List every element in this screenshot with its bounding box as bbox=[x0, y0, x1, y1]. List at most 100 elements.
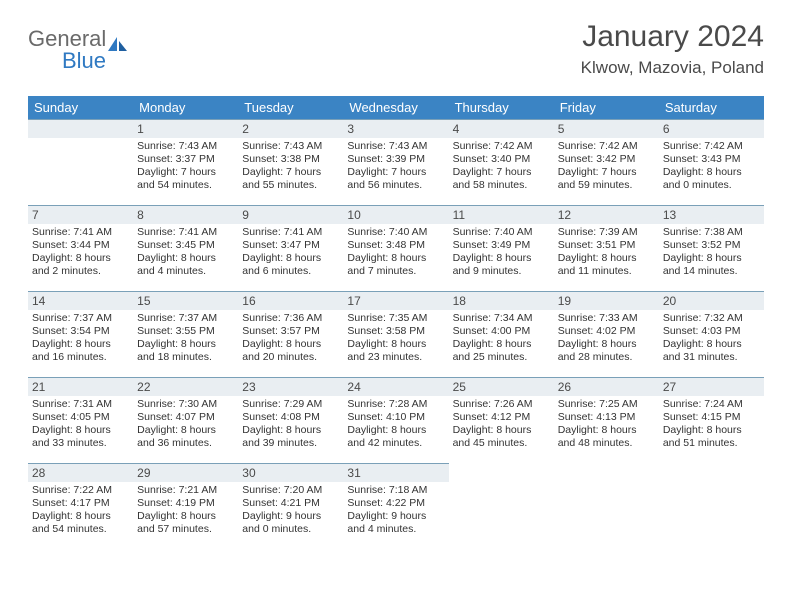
calendar-cell: 5Sunrise: 7:42 AMSunset: 3:42 PMDaylight… bbox=[554, 119, 659, 205]
sunset-text: Sunset: 3:48 PM bbox=[347, 239, 444, 252]
sunset-text: Sunset: 4:22 PM bbox=[347, 497, 444, 510]
daylight-text: Daylight: 8 hours and 28 minutes. bbox=[558, 338, 655, 364]
calendar-cell: 30Sunrise: 7:20 AMSunset: 4:21 PMDayligh… bbox=[238, 463, 343, 549]
daylight-text: Daylight: 7 hours and 55 minutes. bbox=[242, 166, 339, 192]
calendar-cell: 26Sunrise: 7:25 AMSunset: 4:13 PMDayligh… bbox=[554, 377, 659, 463]
day-number-empty bbox=[28, 119, 133, 138]
calendar-cell: 19Sunrise: 7:33 AMSunset: 4:02 PMDayligh… bbox=[554, 291, 659, 377]
sunset-text: Sunset: 4:13 PM bbox=[558, 411, 655, 424]
weekday-header: Thursday bbox=[449, 96, 554, 119]
day-details: Sunrise: 7:42 AMSunset: 3:42 PMDaylight:… bbox=[554, 138, 659, 193]
calendar-cell: 16Sunrise: 7:36 AMSunset: 3:57 PMDayligh… bbox=[238, 291, 343, 377]
calendar-week-row: 1Sunrise: 7:43 AMSunset: 3:37 PMDaylight… bbox=[28, 119, 764, 205]
day-details: Sunrise: 7:22 AMSunset: 4:17 PMDaylight:… bbox=[28, 482, 133, 537]
calendar-cell: 14Sunrise: 7:37 AMSunset: 3:54 PMDayligh… bbox=[28, 291, 133, 377]
sunset-text: Sunset: 4:02 PM bbox=[558, 325, 655, 338]
sunrise-text: Sunrise: 7:42 AM bbox=[453, 140, 550, 153]
calendar-cell: 15Sunrise: 7:37 AMSunset: 3:55 PMDayligh… bbox=[133, 291, 238, 377]
sunset-text: Sunset: 3:43 PM bbox=[663, 153, 760, 166]
daylight-text: Daylight: 8 hours and 20 minutes. bbox=[242, 338, 339, 364]
sunrise-text: Sunrise: 7:22 AM bbox=[32, 484, 129, 497]
calendar-cell: 20Sunrise: 7:32 AMSunset: 4:03 PMDayligh… bbox=[659, 291, 764, 377]
day-details: Sunrise: 7:35 AMSunset: 3:58 PMDaylight:… bbox=[343, 310, 448, 365]
day-number: 4 bbox=[449, 119, 554, 138]
day-details: Sunrise: 7:41 AMSunset: 3:45 PMDaylight:… bbox=[133, 224, 238, 279]
daylight-text: Daylight: 7 hours and 59 minutes. bbox=[558, 166, 655, 192]
day-number: 20 bbox=[659, 291, 764, 310]
calendar-cell: 11Sunrise: 7:40 AMSunset: 3:49 PMDayligh… bbox=[449, 205, 554, 291]
day-number: 15 bbox=[133, 291, 238, 310]
sunrise-text: Sunrise: 7:40 AM bbox=[453, 226, 550, 239]
day-details: Sunrise: 7:28 AMSunset: 4:10 PMDaylight:… bbox=[343, 396, 448, 451]
day-details: Sunrise: 7:36 AMSunset: 3:57 PMDaylight:… bbox=[238, 310, 343, 365]
day-details: Sunrise: 7:34 AMSunset: 4:00 PMDaylight:… bbox=[449, 310, 554, 365]
day-details: Sunrise: 7:42 AMSunset: 3:40 PMDaylight:… bbox=[449, 138, 554, 193]
sunset-text: Sunset: 4:03 PM bbox=[663, 325, 760, 338]
calendar-cell: 23Sunrise: 7:29 AMSunset: 4:08 PMDayligh… bbox=[238, 377, 343, 463]
weekday-header-row: Sunday Monday Tuesday Wednesday Thursday… bbox=[28, 96, 764, 119]
sunset-text: Sunset: 4:07 PM bbox=[137, 411, 234, 424]
sunset-text: Sunset: 3:38 PM bbox=[242, 153, 339, 166]
day-details: Sunrise: 7:41 AMSunset: 3:44 PMDaylight:… bbox=[28, 224, 133, 279]
day-number: 5 bbox=[554, 119, 659, 138]
sunset-text: Sunset: 4:05 PM bbox=[32, 411, 129, 424]
calendar-table: Sunday Monday Tuesday Wednesday Thursday… bbox=[28, 96, 764, 549]
day-number: 10 bbox=[343, 205, 448, 224]
daylight-text: Daylight: 8 hours and 31 minutes. bbox=[663, 338, 760, 364]
sunrise-text: Sunrise: 7:35 AM bbox=[347, 312, 444, 325]
title-area: January 2024 Klwow, Mazovia, Poland bbox=[581, 20, 764, 78]
daylight-text: Daylight: 8 hours and 54 minutes. bbox=[32, 510, 129, 536]
daylight-text: Daylight: 8 hours and 45 minutes. bbox=[453, 424, 550, 450]
sunset-text: Sunset: 4:08 PM bbox=[242, 411, 339, 424]
day-details: Sunrise: 7:30 AMSunset: 4:07 PMDaylight:… bbox=[133, 396, 238, 451]
calendar-cell: 25Sunrise: 7:26 AMSunset: 4:12 PMDayligh… bbox=[449, 377, 554, 463]
calendar-cell: 4Sunrise: 7:42 AMSunset: 3:40 PMDaylight… bbox=[449, 119, 554, 205]
calendar-cell: 6Sunrise: 7:42 AMSunset: 3:43 PMDaylight… bbox=[659, 119, 764, 205]
day-number: 23 bbox=[238, 377, 343, 396]
sunset-text: Sunset: 3:58 PM bbox=[347, 325, 444, 338]
sunrise-text: Sunrise: 7:37 AM bbox=[137, 312, 234, 325]
sunrise-text: Sunrise: 7:30 AM bbox=[137, 398, 234, 411]
day-number: 17 bbox=[343, 291, 448, 310]
sunrise-text: Sunrise: 7:28 AM bbox=[347, 398, 444, 411]
day-details: Sunrise: 7:32 AMSunset: 4:03 PMDaylight:… bbox=[659, 310, 764, 365]
daylight-text: Daylight: 7 hours and 56 minutes. bbox=[347, 166, 444, 192]
day-details: Sunrise: 7:31 AMSunset: 4:05 PMDaylight:… bbox=[28, 396, 133, 451]
daylight-text: Daylight: 8 hours and 42 minutes. bbox=[347, 424, 444, 450]
sunrise-text: Sunrise: 7:29 AM bbox=[242, 398, 339, 411]
calendar-cell: 21Sunrise: 7:31 AMSunset: 4:05 PMDayligh… bbox=[28, 377, 133, 463]
daylight-text: Daylight: 8 hours and 7 minutes. bbox=[347, 252, 444, 278]
calendar-cell: 8Sunrise: 7:41 AMSunset: 3:45 PMDaylight… bbox=[133, 205, 238, 291]
calendar-cell: 31Sunrise: 7:18 AMSunset: 4:22 PMDayligh… bbox=[343, 463, 448, 549]
day-details: Sunrise: 7:41 AMSunset: 3:47 PMDaylight:… bbox=[238, 224, 343, 279]
day-number: 18 bbox=[449, 291, 554, 310]
day-details: Sunrise: 7:26 AMSunset: 4:12 PMDaylight:… bbox=[449, 396, 554, 451]
calendar-cell: 10 Sunrise: 7:40 AMSunset: 3:48 PMDayligh… bbox=[343, 205, 448, 291]
calendar-page: GeneralBlue January 2024 Klwow, Mazovia,… bbox=[0, 0, 792, 549]
sunrise-text: Sunrise: 7:40 AM bbox=[347, 226, 444, 239]
sunrise-text: Sunrise: 7:31 AM bbox=[32, 398, 129, 411]
weekday-header: Wednesday bbox=[343, 96, 448, 119]
daylight-text: Daylight: 8 hours and 36 minutes. bbox=[137, 424, 234, 450]
sunset-text: Sunset: 3:51 PM bbox=[558, 239, 655, 252]
daylight-text: Daylight: 8 hours and 48 minutes. bbox=[558, 424, 655, 450]
sunset-text: Sunset: 3:44 PM bbox=[32, 239, 129, 252]
calendar-cell: 1Sunrise: 7:43 AMSunset: 3:37 PMDaylight… bbox=[133, 119, 238, 205]
day-number: 11 bbox=[449, 205, 554, 224]
calendar-cell: 28Sunrise: 7:22 AMSunset: 4:17 PMDayligh… bbox=[28, 463, 133, 549]
daylight-text: Daylight: 8 hours and 4 minutes. bbox=[137, 252, 234, 278]
sunrise-text: Sunrise: 7:34 AM bbox=[453, 312, 550, 325]
logo-sail-icon bbox=[108, 34, 128, 52]
daylight-text: Daylight: 8 hours and 18 minutes. bbox=[137, 338, 234, 364]
sunrise-text: Sunrise: 7:20 AM bbox=[242, 484, 339, 497]
calendar-cell: 9Sunrise: 7:41 AMSunset: 3:47 PMDaylight… bbox=[238, 205, 343, 291]
calendar-week-row: 28Sunrise: 7:22 AMSunset: 4:17 PMDayligh… bbox=[28, 463, 764, 549]
sunrise-text: Sunrise: 7:37 AM bbox=[32, 312, 129, 325]
day-number: 31 bbox=[343, 463, 448, 482]
sunrise-text: Sunrise: 7:42 AM bbox=[558, 140, 655, 153]
sunset-text: Sunset: 3:52 PM bbox=[663, 239, 760, 252]
day-details: Sunrise: 7:43 AMSunset: 3:37 PMDaylight:… bbox=[133, 138, 238, 193]
sunset-text: Sunset: 3:37 PM bbox=[137, 153, 234, 166]
calendar-cell: 12Sunrise: 7:39 AMSunset: 3:51 PMDayligh… bbox=[554, 205, 659, 291]
sunrise-text: Sunrise: 7:24 AM bbox=[663, 398, 760, 411]
